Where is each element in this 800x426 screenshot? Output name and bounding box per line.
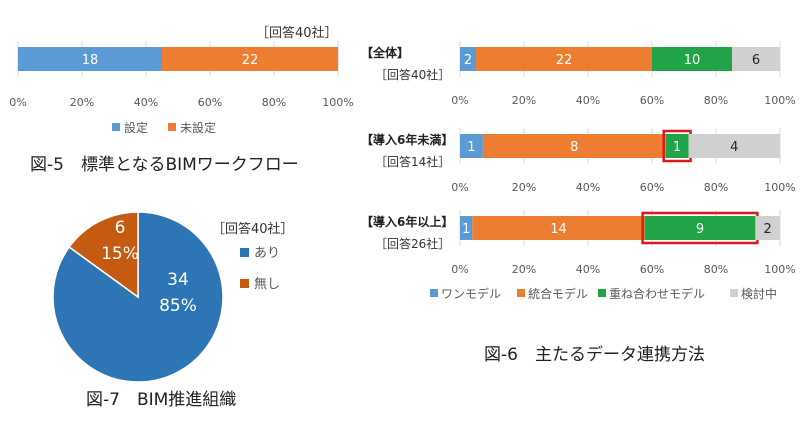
fig6-x-tick-label: 100% [764,181,795,194]
fig5-legend-swatch [168,123,176,131]
fig6-bar-segment [482,134,666,158]
fig7-slice-value: 6 [115,218,126,238]
fig6-x-tick-label: 20% [512,181,536,194]
fig6-legend: ワンモデル 統合モデル 重ね合わせモデル 検討中 [430,286,777,301]
fig6-data-label: 4 [730,140,738,155]
fig5-data-label: 18 [82,53,99,68]
fig5-x-tick-label: 60% [198,96,222,109]
fig6-legend-swatch [517,289,525,297]
fig6-data-label: 1 [673,140,681,155]
fig6-bar-segment [476,47,652,71]
fig6-x-tick-label: 40% [576,263,600,276]
fig7-legend-label: 無し [254,277,280,292]
fig6-panel-label: 【全体】 [361,45,409,60]
fig6-x-tick-label: 60% [640,94,664,107]
fig5-legend-label: 未設定 [180,120,216,135]
fig6-panel-label: 【導入6年未満】 [361,132,453,147]
fig6-legend-swatch [598,289,606,297]
fig6-data-label: 2 [764,222,772,237]
fig7-slice-percent: 85% [159,296,197,316]
fig5-x-tick-label: 40% [134,96,158,109]
fig6-x-tick-label: 80% [704,263,728,276]
fig6-bar-segment [755,216,780,240]
fig6-panel: 【導入6年未満】 ［回答14社］0% 20% 40% 60% 80% 100% 1 8 1 4 [361,128,796,194]
fig6-legend-label: 重ね合わせモデル [609,286,705,301]
fig6-bar-segment [460,134,483,158]
fig6-panels: 【全体】［回答40社］0% 20% 40% 60% 80% 100%2 22 10 6【導入6年… [361,41,796,276]
fig6-data-label: 22 [556,53,573,68]
fig7-legend-swatch [240,248,249,257]
fig6-legend-label: 検討中 [741,286,777,301]
fig5-data-label: 22 [242,53,259,68]
fig6-panel: 【全体】［回答40社］0% 20% 40% 60% 80% 100%2 22 10 6 [361,41,796,107]
fig7-slice-percent: 15% [101,244,139,264]
fig7-pie: 34 85% 6 15% [52,211,224,383]
fig7-legend-label: あり [254,246,280,261]
fig6-bar-segment [688,134,780,158]
fig6-x-tick-label: 40% [576,94,600,107]
fig5-legend-label: 設定 [124,120,148,135]
fig6-panel-label: 【導入6年以上】 [361,214,453,229]
fig6-x-tick-label: 40% [576,181,600,194]
fig6-data-label: 1 [467,140,475,155]
fig6-x-tick-label: 60% [640,263,664,276]
fig6-bar-segment [665,134,689,158]
fig7-respondents: ［回答40社］ [212,222,294,237]
fig5-bars: 18 22 [18,47,338,71]
fig6-data-label: 1 [462,222,470,237]
fig6-panel-respondents: ［回答26社］ [375,236,450,251]
fig6-panel: 【導入6年以上】 ［回答26社］0% 20% 40% 60% 80% 100% 1 14 9 2 [361,210,796,276]
fig5-respondents: ［回答40社］ [256,26,338,41]
fig6-data-label: 6 [752,53,760,68]
fig6-bar-segment [472,216,645,240]
fig6-bar-segment [644,216,756,240]
fig6-caption: 図-6 主たるデータ連携方法 [484,345,705,365]
fig6-data-label: 8 [570,140,578,155]
fig6-panel-respondents: ［回答14社］ [375,154,450,169]
fig5-bar-segment [162,47,338,71]
fig5-bar-segment [18,47,162,71]
fig6-x-tick-label: 80% [704,181,728,194]
fig6-x-tick-label: 60% [640,181,664,194]
fig5-x-tick-label: 80% [262,96,286,109]
fig5-x-tick-label: 100% [322,96,353,109]
fig6-x-tick-label: 0% [451,94,468,107]
fig6-bar-segment [460,47,476,71]
fig6-legend-swatch [430,289,438,297]
fig6-data-label: 2 [464,53,472,68]
fig6-panel-respondents: ［回答40社］ [375,67,450,82]
fig6-legend-label: 統合モデル [528,286,588,301]
fig6-x-tick-label: 20% [512,94,536,107]
fig5-caption: 図-5 標準となるBIMワークフロー [30,155,299,175]
fig6-x-tick-label: 100% [764,94,795,107]
fig5-x-tick-label: 0% [9,96,26,109]
fig6-legend-label: ワンモデル [441,286,501,301]
fig6-bar-segment [732,47,780,71]
fig6-data-label: 14 [550,222,567,237]
fig6-bar-segment [652,47,732,71]
fig7-slice-value: 34 [167,270,189,290]
fig5-legend-swatch [112,123,120,131]
fig5-x-tick-label: 20% [70,96,94,109]
fig5-legend: 設定 未設定 [112,120,216,135]
fig5-x-axis: 0% 20% 40% 60% 80% 100% [9,96,353,109]
fig6-x-tick-label: 0% [451,263,468,276]
fig6-data-label: 10 [684,53,701,68]
fig5-chart: 18 22 0% 20% 40% 60% 80% 100% 設定 未設定 [9,41,354,135]
fig7-caption: 図-7 BIM推進組織 [86,390,237,410]
fig7-pie-slice [68,211,139,299]
fig6-data-label: 9 [696,222,704,237]
fig6-bar-segment [460,216,473,240]
fig6-legend-swatch [730,289,738,297]
fig6-chart: 【全体】［回答40社］0% 20% 40% 60% 80% 100%2 22 10 6【導入6年… [361,41,796,301]
fig6-x-tick-label: 20% [512,263,536,276]
fig6-x-tick-label: 100% [764,263,795,276]
fig6-x-tick-label: 80% [704,94,728,107]
fig6-x-tick-label: 0% [451,181,468,194]
fig7-legend-swatch [240,279,249,288]
